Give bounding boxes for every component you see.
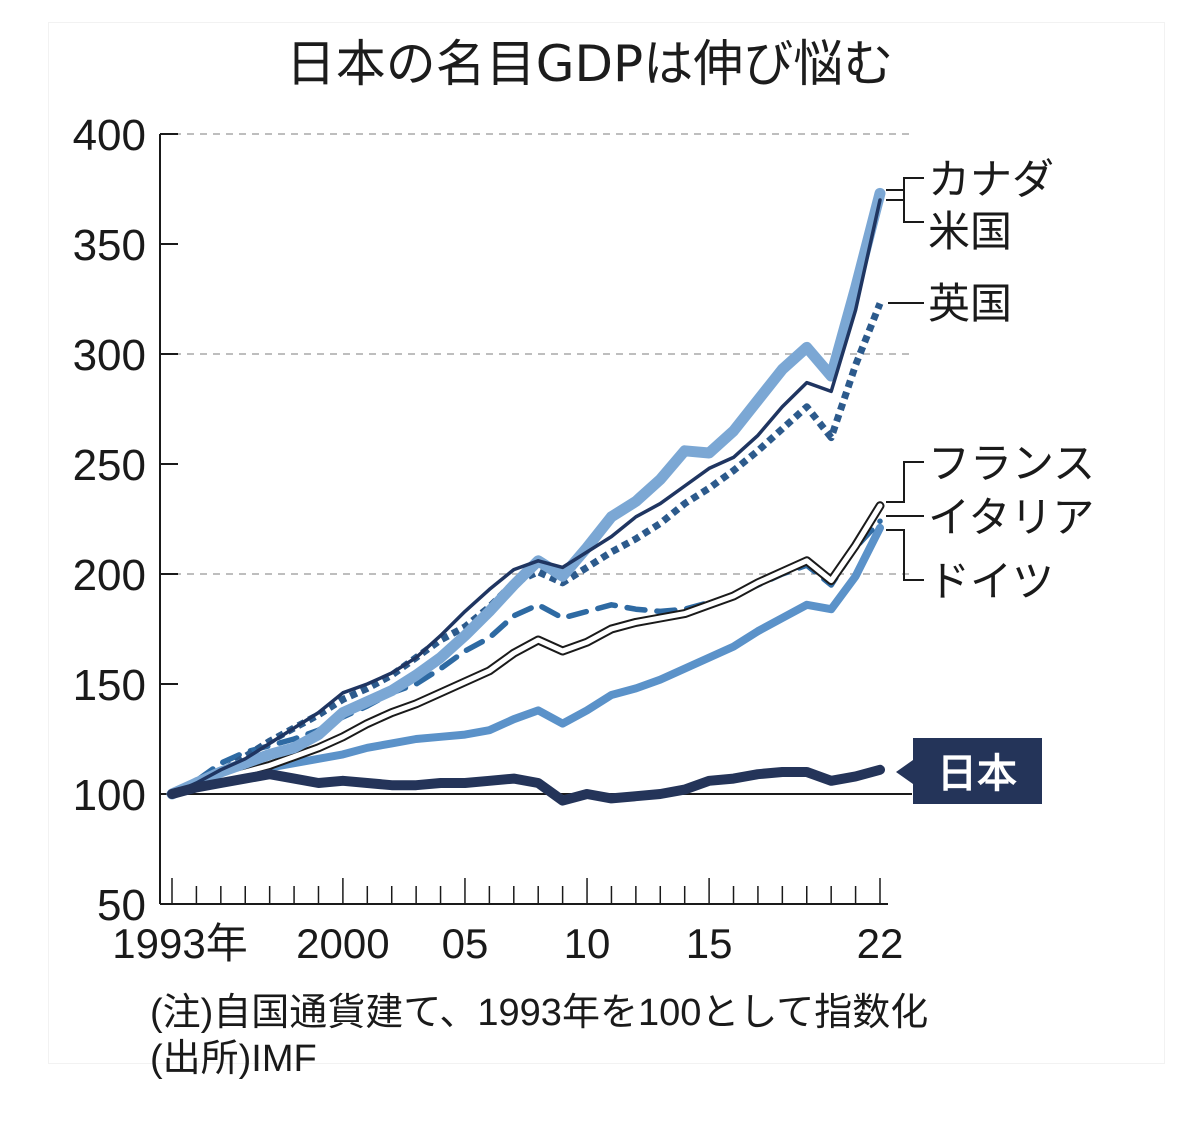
x-tick-label: 05 <box>442 920 489 967</box>
legend-label-germany: ドイツ <box>928 557 1054 606</box>
x-tick-label: 1993年 <box>112 920 247 967</box>
y-tick-label: 150 <box>73 661 146 710</box>
gridlines <box>160 133 912 795</box>
series-カナダ <box>166 187 886 800</box>
series-フランス <box>167 501 885 799</box>
legend-label-italy: イタリア <box>928 493 1094 542</box>
x-tick-label: 22 <box>857 920 904 967</box>
chart-title: 日本の名目GDPは伸び悩む <box>285 35 894 93</box>
chart-notes: (注)自国通貨建て、1993年を100として指数化 (出所)IMF <box>150 990 928 1082</box>
series-line <box>168 523 884 798</box>
x-tick-label: 15 <box>686 920 733 967</box>
series-line <box>166 187 886 800</box>
y-tick-label: 350 <box>73 221 146 270</box>
series-ドイツ <box>168 523 884 798</box>
series-line <box>167 764 885 806</box>
y-tick-label: 100 <box>73 771 146 820</box>
series-line <box>170 198 882 796</box>
legend-label-france: フランス <box>928 439 1095 488</box>
japan-badge-pointer <box>896 760 913 784</box>
series-日本 <box>167 764 885 806</box>
y-tick-label: 50 <box>97 881 146 930</box>
y-tick-label: 250 <box>73 441 146 490</box>
series-米国 <box>170 198 882 796</box>
y-tick-label: 200 <box>73 551 146 600</box>
x-tick-label: 10 <box>564 920 611 967</box>
legend-label-uk: 英国 <box>928 279 1012 328</box>
axes: 50 100 150 200 250 300 350 400 1993年 2000 05 10 15 22 <box>73 111 904 967</box>
x-tick-label: 2000 <box>296 920 389 967</box>
legend-label-japan: 日本 <box>937 751 1017 797</box>
legend-bracket-us <box>903 190 924 223</box>
legend-label-us: 米国 <box>928 207 1012 256</box>
source-text: (出所)IMF <box>150 1038 317 1080</box>
japan-badge <box>913 738 1042 804</box>
legend-bracket-germany <box>886 529 924 581</box>
legend-bracket-france <box>886 461 924 503</box>
y-tick-label: 300 <box>73 331 146 380</box>
legend-label-canada: カナダ <box>928 155 1054 204</box>
chart-panel <box>48 22 1165 1064</box>
y-tick-label: 400 <box>73 111 146 160</box>
legend-bracket-canada <box>886 177 924 191</box>
series-lines <box>166 187 886 806</box>
series-line-inner <box>169 503 883 797</box>
note-text: (注)自国通貨建て、1993年を100として指数化 <box>150 992 929 1034</box>
